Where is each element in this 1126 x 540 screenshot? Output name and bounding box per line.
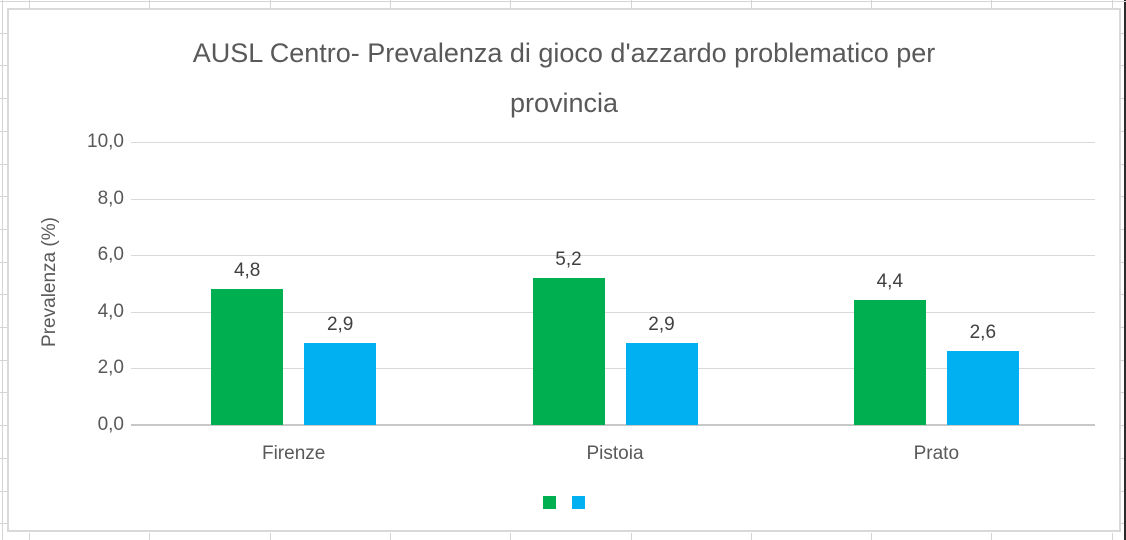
- gridline-y-10: [131, 142, 1095, 143]
- x-axis-line: [131, 424, 1095, 426]
- bar-prato-series-2[interactable]: [946, 351, 1019, 425]
- bar-firenze-series-1[interactable]: [211, 289, 284, 425]
- sheet-row-tick-right-3: [1119, 98, 1124, 99]
- legend-swatch-series-1[interactable]: [543, 496, 556, 509]
- bar-value-label-prato-series-1: 4,4: [876, 271, 904, 293]
- gridline-y-2: [131, 368, 1095, 370]
- sheet-row-tick-right-13: [1119, 425, 1124, 426]
- chart-canvas[interactable]: AUSL Centro- Prevalenza di gioco d'azzar…: [7, 8, 1121, 532]
- sheet-column-tick-top-1: [149, 0, 150, 8]
- bar-pistoia-series-1[interactable]: [532, 277, 605, 425]
- sheet-row-tick-left-2: [0, 65, 7, 66]
- sheet-row-tick-right-2: [1119, 65, 1124, 66]
- sheet-row-tick-right-16: [1119, 523, 1124, 524]
- sheet-row-tick-left-1: [0, 33, 7, 34]
- legend[interactable]: [543, 496, 585, 509]
- y-tick-label-2: 2,0: [97, 357, 124, 379]
- bar-value-label-prato-series-2: 2,6: [969, 322, 997, 344]
- sheet-column-tick-bottom-5: [631, 533, 632, 540]
- sheet-row-tick-left-5: [0, 164, 7, 165]
- sheet-row-tick-right-8: [1119, 262, 1124, 263]
- y-tick-label-10: 10,0: [87, 131, 124, 152]
- bar-firenze-series-2[interactable]: [304, 342, 377, 425]
- sheet-row-tick-left-15: [0, 491, 7, 492]
- sheet-row-tick-left-11: [0, 360, 7, 361]
- sheet-row-tick-right-1: [1119, 33, 1124, 34]
- bar-value-label-firenze-series-1: 4,8: [233, 260, 261, 282]
- sheet-row-tick-right-5: [1119, 164, 1124, 165]
- chart-title-line-2: provincia: [509, 88, 619, 118]
- sheet-row-tick-left-12: [0, 392, 7, 393]
- x-tick-label-pistoia: Pistoia: [586, 443, 644, 464]
- sheet-column-tick-bottom-4: [510, 533, 511, 540]
- sheet-row-tick-right-9: [1119, 294, 1124, 295]
- sheet-row-tick-left-4: [0, 131, 7, 132]
- gridline-y-6: [131, 255, 1095, 257]
- window-edge: [1124, 0, 1126, 540]
- y-tick-label-4: 4,0: [97, 300, 124, 322]
- sheet-row-tick-right-7: [1119, 229, 1124, 230]
- x-tick-label-firenze: Firenze: [261, 443, 326, 464]
- sheet-row-tick-left-14: [0, 458, 7, 459]
- y-tick-label-0: 0,0: [97, 414, 124, 435]
- x-tick-label-prato: Prato: [913, 443, 960, 464]
- sheet-row-tick-right-14: [1119, 458, 1124, 459]
- sheet-column-tick-top-0: [29, 0, 30, 8]
- sheet-column-tick-bottom-6: [751, 533, 752, 540]
- sheet-column-tick-bottom-0: [29, 533, 30, 540]
- sheet-column-tick-bottom-2: [270, 533, 271, 540]
- sheet-column-tick-top-2: [270, 0, 271, 8]
- sheet-row-tick-left-7: [0, 229, 7, 230]
- sheet-row-tick-left-8: [0, 262, 7, 263]
- y-axis-title: Prevalenza (%): [39, 217, 60, 347]
- sheet-row-tick-right-12: [1119, 392, 1124, 393]
- sheet-column-tick-bottom-7: [871, 533, 872, 540]
- sheet-column-tick-bottom-8: [991, 533, 992, 540]
- sheet-gridline-top: [0, 1, 1126, 2]
- y-tick-label-6: 6,0: [97, 244, 124, 266]
- chart-title-line-1: AUSL Centro- Prevalenza di gioco d'azzar…: [192, 38, 936, 68]
- sheet-row-tick-left-10: [0, 327, 7, 328]
- y-tick-label-8: 8,0: [97, 187, 124, 209]
- sheet-row-tick-right-4: [1119, 131, 1124, 132]
- sheet-row-tick-left-16: [0, 523, 7, 524]
- bar-value-label-pistoia-series-2: 2,9: [648, 313, 675, 335]
- sheet-column-tick-top-7: [871, 0, 872, 8]
- legend-swatch-series-2[interactable]: [572, 496, 585, 509]
- gridline-y-4: [131, 311, 1095, 313]
- bar-value-label-pistoia-series-1: 5,2: [555, 248, 582, 270]
- bar-value-label-firenze-series-2: 2,9: [326, 313, 354, 335]
- sheet-row-tick-left-6: [0, 196, 7, 197]
- sheet-row-tick-right-10: [1119, 327, 1124, 328]
- sheet-column-tick-top-9: [1112, 0, 1113, 8]
- chart-title: AUSL Centro- Prevalenza di gioco d'azzar…: [9, 28, 1119, 128]
- sheet-row-tick-right-15: [1119, 491, 1124, 492]
- sheet-gridline-left: [2, 0, 3, 540]
- sheet-row-tick-left-9: [0, 294, 7, 295]
- sheet-column-tick-bottom-3: [390, 533, 391, 540]
- bar-pistoia-series-2[interactable]: [625, 342, 698, 425]
- sheet-column-tick-top-8: [991, 0, 992, 8]
- sheet-column-tick-top-5: [631, 0, 632, 8]
- gridline-y-8: [131, 198, 1095, 200]
- sheet-row-tick-right-6: [1119, 196, 1124, 197]
- sheet-column-tick-top-6: [751, 0, 752, 8]
- sheet-column-tick-bottom-9: [1112, 533, 1113, 540]
- sheet-row-tick-right-11: [1119, 360, 1124, 361]
- sheet-column-tick-top-4: [510, 0, 511, 8]
- sheet-column-tick-top-3: [390, 0, 391, 8]
- sheet-row-tick-left-13: [0, 425, 7, 426]
- sheet-row-tick-left-3: [0, 98, 7, 99]
- sheet-column-tick-bottom-1: [149, 533, 150, 540]
- bar-prato-series-1[interactable]: [853, 300, 926, 425]
